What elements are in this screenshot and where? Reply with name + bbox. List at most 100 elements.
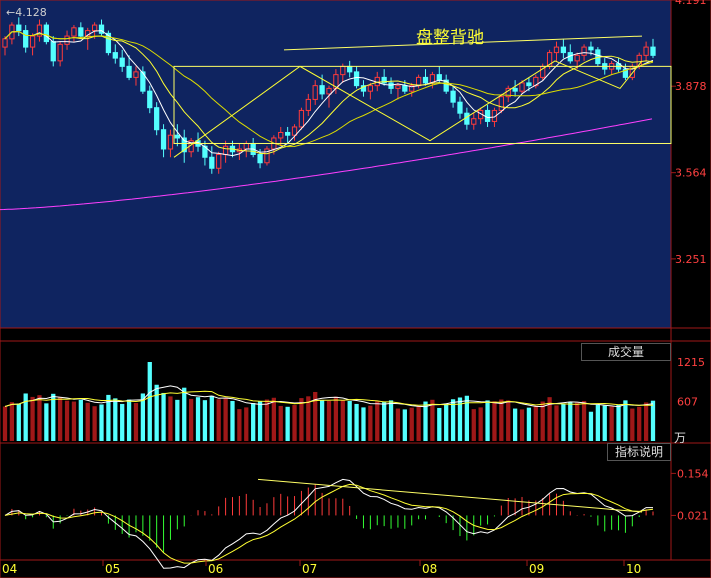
candle-body (119, 57, 125, 67)
volume-bar (147, 362, 152, 441)
candle-body (23, 30, 29, 48)
candle-body (91, 24, 98, 32)
candle (312, 80, 318, 105)
candle-body (112, 52, 118, 59)
candle-body (298, 109, 305, 128)
volume-bar (347, 400, 352, 441)
candle (409, 82, 415, 97)
volume-bar (126, 399, 132, 441)
volume-bar (230, 400, 235, 441)
candle (209, 146, 215, 174)
candle-body (36, 24, 43, 37)
volume-bar (154, 384, 159, 441)
volume-bar (202, 400, 208, 441)
candle (181, 129, 187, 163)
volume-bar (71, 401, 77, 441)
candle (36, 19, 43, 42)
stroke-zigzag-line (173, 60, 643, 158)
volume-bar (44, 403, 49, 441)
candle (160, 124, 167, 158)
candle-body (347, 65, 353, 73)
divergence-annotation: 盘整背驰 (416, 28, 484, 48)
candle (126, 55, 132, 81)
candle-body (443, 79, 449, 92)
volume-bar (650, 400, 656, 441)
candle-body (340, 65, 346, 76)
volume-bar (499, 399, 504, 441)
candle (16, 17, 22, 37)
candle-body (285, 131, 291, 136)
price-pane (0, 0, 671, 328)
candle (305, 93, 311, 116)
month-label: 06 (208, 562, 223, 576)
price-tick-label: 3.564 (675, 167, 707, 180)
volume-bar (278, 405, 283, 441)
candle-body (436, 74, 442, 81)
candle (643, 41, 649, 61)
volume-bar (623, 400, 628, 441)
candle (133, 66, 139, 86)
price-tick-label: 3.878 (675, 80, 707, 93)
macd-divergence-line (257, 478, 643, 513)
volume-bar (2, 406, 8, 441)
candle-body (140, 71, 146, 92)
candle-body (519, 82, 525, 92)
volume-bar (195, 397, 201, 441)
volume-bar (547, 397, 552, 441)
volume-bar (382, 402, 387, 441)
volume-indicator-button[interactable]: 成交量 (581, 343, 671, 361)
volume-bar (630, 408, 635, 441)
candle (167, 129, 174, 158)
candle (326, 85, 332, 108)
candle (57, 41, 63, 67)
candle (29, 33, 36, 56)
volume-bar (533, 405, 538, 441)
candle-body (526, 82, 532, 87)
volume-bar (299, 398, 304, 441)
candle-body (105, 32, 112, 54)
candle-body (57, 43, 63, 62)
candle-body (167, 134, 174, 150)
candle-body (471, 118, 477, 125)
candle-body (98, 24, 105, 34)
candle-body (650, 46, 656, 56)
volume-bar (285, 406, 290, 441)
volume-bar (257, 401, 263, 441)
candle-body (491, 109, 498, 122)
price-tick-label: 3.251 (675, 253, 707, 266)
candle (291, 124, 298, 141)
volume-bar (216, 399, 221, 441)
volume-bar (457, 397, 463, 441)
indicator-title: 指标说明 (614, 445, 663, 459)
candle (381, 69, 387, 86)
candle (450, 85, 456, 108)
candle (498, 93, 504, 114)
volume-bar (643, 402, 649, 441)
volume-bar (554, 405, 559, 441)
candle (422, 69, 429, 86)
candle-body (553, 46, 560, 54)
volume-bar (637, 406, 642, 441)
volume-bar (51, 393, 56, 441)
volume-bar (306, 396, 311, 441)
volume-bar (251, 403, 256, 441)
candle-body (395, 85, 401, 89)
candle-body (71, 27, 77, 37)
volume-bar (512, 408, 518, 441)
volume-bar (388, 400, 394, 441)
candle (112, 44, 118, 64)
candle-body (43, 24, 49, 43)
volume-bar (430, 399, 435, 441)
candle-body (126, 65, 132, 78)
ma20-line (4, 30, 654, 148)
volume-bar (609, 406, 614, 441)
volume-bar (313, 391, 318, 441)
consolidation-box (173, 65, 672, 144)
volume-unit-label: 万 (674, 431, 686, 445)
volume-bar (23, 393, 28, 441)
volume-bar (485, 400, 490, 441)
indicator-help-button[interactable]: 指标说明 (607, 443, 671, 461)
volume-bar (30, 396, 35, 441)
volume-bar (595, 404, 600, 441)
